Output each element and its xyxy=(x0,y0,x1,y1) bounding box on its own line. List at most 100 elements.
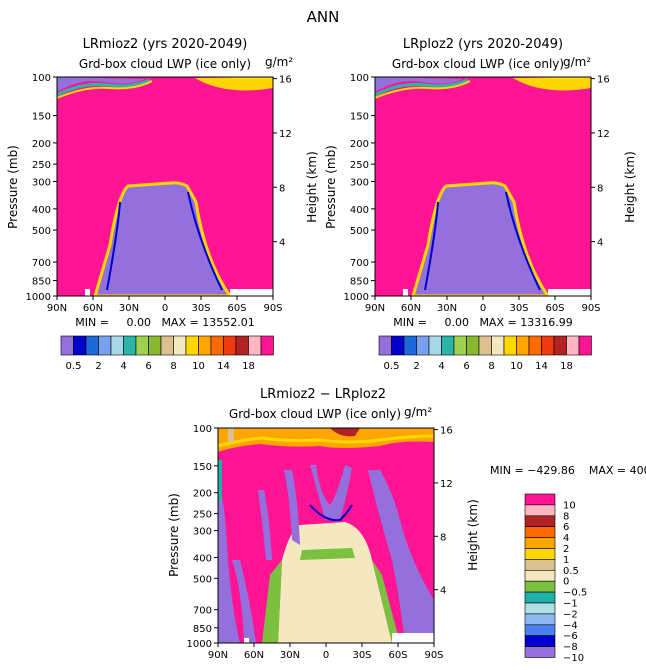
panel-a-colorbar-box xyxy=(260,335,274,356)
panel-c-upper-max xyxy=(330,428,360,437)
panel-a-colorbar: 0.5 2 4 6 8 10 14 18 xyxy=(60,335,274,372)
panel-c-neg-small-mid xyxy=(300,548,355,560)
panel-b-colorbar-label: 8 xyxy=(488,361,494,372)
panel-c-colorbar-box xyxy=(524,591,556,604)
panel-c-masked-terrain xyxy=(392,633,434,643)
panel-a-dome-edge-east xyxy=(187,191,223,291)
panel-b-colorbar-box xyxy=(391,335,405,356)
panel-b-masked-terrain xyxy=(548,289,591,296)
panel-b-x-tick-label: 60N xyxy=(401,303,421,314)
panel-a-x-tick-label: 0 xyxy=(162,303,168,314)
panel-c-y-tick-label: 200 xyxy=(193,489,212,500)
panel-a-colorbar-box xyxy=(98,335,112,356)
panel-b-colorbar-box xyxy=(403,335,417,356)
panel-b-y-tick-label: 200 xyxy=(350,139,369,150)
panel-b-colorbar-box xyxy=(578,335,592,356)
panel-a-colorbar-label: 10 xyxy=(192,361,205,372)
panel-a-colorbar-box xyxy=(223,335,237,356)
panel-c-y-tick-label: 1000 xyxy=(187,639,212,650)
panel-a-dome-edge-west xyxy=(106,201,121,291)
panel-b-colorbar-label: 10 xyxy=(510,361,523,372)
panel-b-colorbar-box xyxy=(441,335,455,356)
panel-a-y-tick-label: 300 xyxy=(32,177,51,188)
panel-a-y-tick-label: 850 xyxy=(32,277,51,288)
panel-b-colorbar-box xyxy=(466,335,480,356)
panel-c-units: g/m² xyxy=(404,405,432,419)
panel-b-colorbar-box xyxy=(453,335,467,356)
panel-c-neg-tropics xyxy=(310,465,352,520)
panel-b-y2-label: Height (km) xyxy=(623,151,637,222)
panel-c-stats: MIN = −429.86 MAX = 400.22 xyxy=(490,464,646,477)
panel-b-y-tick-label: 400 xyxy=(350,205,369,216)
panel-c-upper-edge xyxy=(218,434,434,448)
panel-a-colorbar-box xyxy=(235,335,249,356)
panel-b-colorbar-label: 4 xyxy=(438,361,444,372)
panel-c-x-tick-label: 90N xyxy=(208,650,228,661)
panel-a-y2-tick-label: 16 xyxy=(279,75,292,86)
panel-c: LRmioz2 − LRploz2 Grd-box cloud LWP (ice… xyxy=(167,387,646,664)
panel-c-title: LRmioz2 − LRploz2 xyxy=(260,387,386,402)
panel-c-colorbar-box xyxy=(524,624,556,636)
panel-c-colorbar-label: −6 xyxy=(563,631,578,642)
panel-b-colorbar-box xyxy=(491,335,505,356)
panel-a-y-tick-label: 700 xyxy=(32,258,51,269)
panel-c-y-tick-label: 300 xyxy=(193,527,212,538)
panel-a-x-tick-label: 90N xyxy=(47,303,67,314)
panel-b-dome-edge-east xyxy=(505,191,541,291)
panel-a-x-tick-label: 60S xyxy=(227,303,246,314)
panel-b-colorbar-box xyxy=(503,335,517,356)
panel-c-y2-tick-label: 16 xyxy=(440,426,453,437)
panel-a-y2-tick-label: 8 xyxy=(279,183,285,194)
panel-b-arctic-top-edge2 xyxy=(375,80,471,99)
panel-c-neg-arctic2 xyxy=(232,560,256,643)
panel-c-colorbar-label: 4 xyxy=(563,533,569,544)
panel-b-x-tick-label: 60S xyxy=(545,303,564,314)
panel-c-colorbar-label: 6 xyxy=(563,522,569,533)
panel-a-colorbar-label: 2 xyxy=(95,361,101,372)
panel-a-masked-terrain xyxy=(230,289,273,296)
panel-c-colorbar-label: −8 xyxy=(563,642,578,653)
panel-c-y-tick-label: 100 xyxy=(193,424,212,435)
panel-b-colorbar-label: 14 xyxy=(535,361,548,372)
panel-b-y-tick-label: 1000 xyxy=(344,292,369,303)
panel-a-title: LRmioz2 (yrs 2020-2049) xyxy=(83,37,248,52)
panel-b-colorbar-box xyxy=(478,335,492,356)
panel-b-colorbar-box xyxy=(416,335,430,356)
panel-c-colorbar-label: −4 xyxy=(563,620,578,631)
page-title: ANN xyxy=(307,8,340,26)
panel-a-colorbar-box xyxy=(85,335,99,356)
panel-c-colorbar-box xyxy=(524,526,556,538)
panel-b-y-tick-label: 300 xyxy=(350,177,369,188)
panel-b-colorbar: 0.5 2 4 6 8 10 14 18 xyxy=(378,335,592,372)
panel-a-colorbar-label: 6 xyxy=(145,361,151,372)
panel-c-x-tick-label: 30S xyxy=(352,650,371,661)
panel-c-x-tick-label: 90S xyxy=(424,650,443,661)
panel-a-x-tick-label: 30N xyxy=(119,303,139,314)
panel-c-arctic-teal xyxy=(218,460,222,500)
panel-c-colorbar-box xyxy=(524,504,556,517)
panel-c-neg-arctic xyxy=(218,480,240,643)
panel-c-colorbar-box xyxy=(524,559,556,571)
panel-a-field xyxy=(57,77,273,296)
panel-a-y-tick-label: 250 xyxy=(32,160,51,171)
panel-b-y-label: Pressure (mb) xyxy=(324,145,338,229)
panel-b-y2-tick-label: 16 xyxy=(597,75,610,86)
panel-c-field xyxy=(218,428,434,643)
panel-c-colorbar-box xyxy=(524,635,556,647)
panel-b-x-tick-label: 30N xyxy=(437,303,457,314)
panel-a-y-tick-label: 200 xyxy=(32,139,51,150)
panel-b-colorbar-box xyxy=(553,335,567,356)
panel-a-y2-label: Height (km) xyxy=(305,151,319,222)
panel-c-colorbar-label: −0.5 xyxy=(563,588,587,599)
panel-a-x-tick-label: 90S xyxy=(263,303,282,314)
panel-a-arctic-top-edge2 xyxy=(57,80,153,99)
panel-a-y2-tick-label: 12 xyxy=(279,129,292,140)
panel-b-x-tick-label: 30S xyxy=(509,303,528,314)
panel-b-colorbar-label: 0.5 xyxy=(384,361,400,372)
panel-a-colorbar-label: 8 xyxy=(170,361,176,372)
panel-c-subtitle: Grd-box cloud LWP (ice only) xyxy=(229,407,401,421)
panel-b-dome-edge-west xyxy=(424,201,439,291)
panel-b-y2-tick-label: 8 xyxy=(597,183,603,194)
panel-c-x-tick-label: 30N xyxy=(280,650,300,661)
panel-a-arctic-top-band xyxy=(57,77,145,92)
